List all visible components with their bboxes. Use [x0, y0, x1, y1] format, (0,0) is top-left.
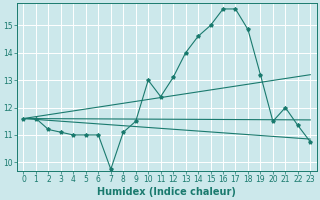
X-axis label: Humidex (Indice chaleur): Humidex (Indice chaleur) — [98, 187, 236, 197]
